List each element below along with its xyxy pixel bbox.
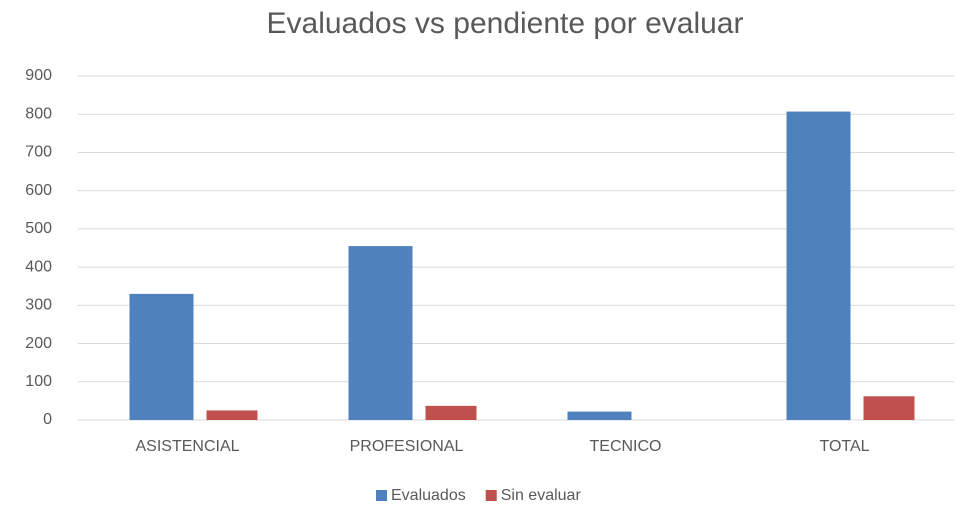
legend-swatch	[376, 490, 387, 501]
x-tick-label: TOTAL	[819, 438, 869, 455]
bar	[425, 405, 477, 420]
bar	[348, 246, 413, 420]
bar	[129, 293, 194, 420]
x-tick-label: TECNICO	[590, 438, 662, 455]
y-tick-label: 900	[25, 67, 52, 84]
y-tick-label: 500	[25, 220, 52, 237]
bar	[786, 111, 851, 421]
y-tick-label: 600	[25, 182, 52, 199]
y-tick-label: 200	[25, 335, 52, 352]
legend-label: Evaluados	[391, 487, 466, 504]
legend-label: Sin evaluar	[501, 487, 582, 504]
bar	[206, 410, 258, 420]
x-tick-label: ASISTENCIAL	[135, 438, 239, 455]
chart-title: Evaluados vs pendiente por evaluar	[267, 7, 744, 40]
y-tick-label: 800	[25, 105, 52, 122]
y-tick-label: 700	[25, 144, 52, 161]
y-tick-label: 400	[25, 258, 52, 275]
y-tick-label: 300	[25, 297, 52, 314]
x-tick-label: PROFESIONAL	[350, 438, 464, 455]
bar	[567, 411, 632, 420]
y-tick-label: 0	[43, 411, 52, 428]
legend-swatch	[485, 490, 497, 501]
bar	[863, 396, 915, 420]
y-tick-label: 100	[25, 373, 52, 390]
